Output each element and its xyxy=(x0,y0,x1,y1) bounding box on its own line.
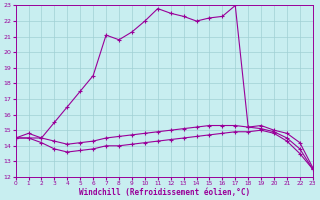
X-axis label: Windchill (Refroidissement éolien,°C): Windchill (Refroidissement éolien,°C) xyxy=(79,188,250,197)
